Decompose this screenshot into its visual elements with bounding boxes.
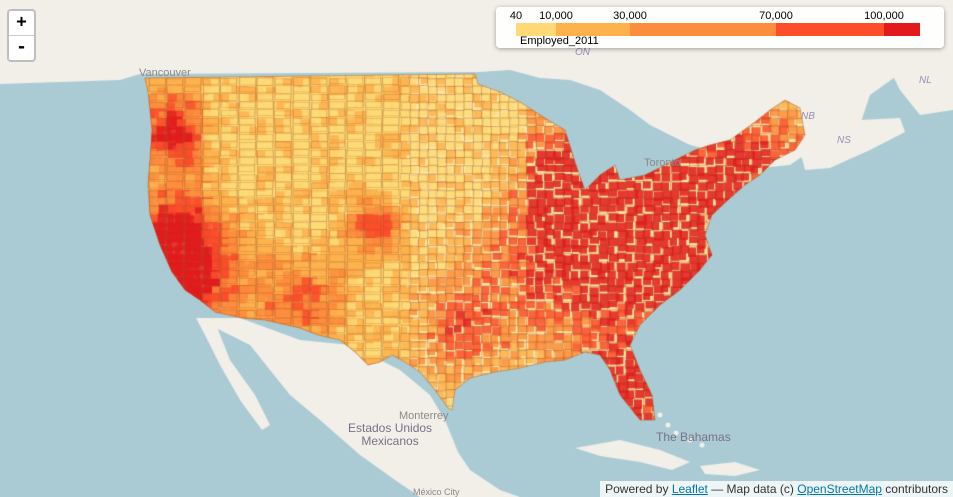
- label-toronto: Toronto: [644, 157, 681, 169]
- label-vancouver: Vancouver: [139, 67, 191, 79]
- label-mexico-city: México City: [413, 487, 460, 497]
- zoom-control: + -: [7, 9, 36, 62]
- attribution-suffix: contributors: [885, 482, 948, 496]
- attribution-prefix: Powered by: [605, 482, 669, 496]
- label-nova-scotia: NS: [837, 135, 851, 146]
- label-ontario: ON: [575, 47, 590, 58]
- legend-tick-label: 10,000: [539, 10, 573, 22]
- legend-tick-label: 30,000: [613, 10, 647, 22]
- legend-color-swatch: [630, 23, 776, 36]
- label-estados-unidos-mexicanos: Estados Unidos Mexicanos: [348, 421, 433, 448]
- legend-caption: Employed_2011: [520, 35, 599, 47]
- zoom-out-button[interactable]: -: [9, 35, 34, 60]
- label-newfoundland: NL: [919, 75, 932, 86]
- legend-tick-label: 100,000: [864, 10, 904, 22]
- legend-tick-label: 40: [509, 10, 523, 22]
- legend-color-swatch: [516, 23, 556, 36]
- attribution-middle: — Map data (c): [711, 482, 794, 496]
- zoom-in-button[interactable]: +: [16, 12, 27, 32]
- legend-tick-label: 70,000: [759, 10, 793, 22]
- legend-color-bar: [516, 23, 920, 36]
- legend-color-swatch: [884, 23, 920, 36]
- leaflet-link[interactable]: Leaflet: [671, 482, 708, 496]
- legend-color-swatch: [556, 23, 630, 36]
- legend-color-swatch: [776, 23, 884, 36]
- openstreetmap-link[interactable]: OpenStreetMap: [797, 482, 882, 496]
- label-monterrey: Monterrey: [399, 410, 449, 422]
- label-the-bahamas: The Bahamas: [656, 430, 731, 444]
- attribution: Powered by Leaflet — Map data (c) OpenSt…: [600, 481, 953, 497]
- label-new-brunswick: NB: [801, 111, 815, 122]
- legend: 40 10,000 30,000 70,000 100,000 Employed_201…: [496, 7, 944, 48]
